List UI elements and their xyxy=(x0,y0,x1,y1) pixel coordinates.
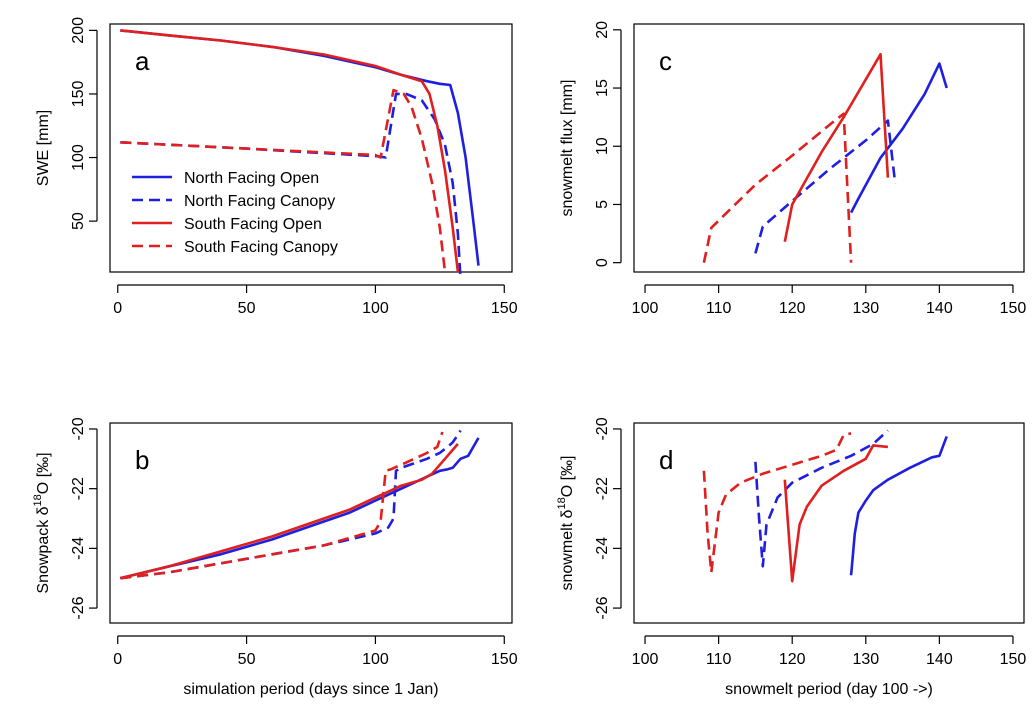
series-line-north-facing-canopy xyxy=(754,119,897,254)
x-tick-label: 150 xyxy=(1000,651,1027,668)
plot-frame xyxy=(633,422,1025,624)
x-tick-label: 100 xyxy=(362,300,389,317)
x-tick-label: 50 xyxy=(238,300,256,317)
legend: North Facing Open North Facing Canopy Sout… xyxy=(132,170,338,256)
series-line-south-facing-canopy xyxy=(702,112,853,263)
x-tick-label: 150 xyxy=(491,300,518,317)
x-tick-label: 100 xyxy=(632,300,659,317)
y-axis-title: Snowpack δ18O [‰] xyxy=(32,452,52,593)
y-axis-title: snowmelt δ18O [‰] xyxy=(556,456,576,591)
x-tick-label: 100 xyxy=(632,651,659,668)
series-line-south-facing-open xyxy=(119,443,459,580)
plot-frame xyxy=(633,23,1025,273)
x-tick-label: 150 xyxy=(491,651,518,668)
x-tick-label: 0 xyxy=(113,651,122,668)
x-axis-title: simulation period (days since 1 Jan) xyxy=(183,681,438,698)
y-tick-label: 20 xyxy=(594,21,611,39)
y-tick-label: -22 xyxy=(594,477,611,500)
y-tick-label: 15 xyxy=(594,79,611,97)
plot-frame xyxy=(109,23,513,273)
y-tick-label: -24 xyxy=(70,537,87,560)
x-tick-label: 150 xyxy=(1000,300,1027,317)
panel-a: 0 50 100 150 50 100 150 200 SWE [mm] a North Facin… xyxy=(35,17,518,317)
x-tick-label: 130 xyxy=(852,300,879,317)
y-tick-label: 10 xyxy=(594,137,611,155)
x-tick-label: 120 xyxy=(779,300,806,317)
x-tick-label: 140 xyxy=(926,651,953,668)
series-line-north-facing-canopy xyxy=(120,92,462,279)
series-line-north-facing-open xyxy=(849,62,948,214)
y-tick-label: -22 xyxy=(70,477,87,500)
panel-letter: b xyxy=(135,445,149,475)
series-line-north-facing-open xyxy=(849,435,948,576)
panel-letter: c xyxy=(659,46,672,76)
x-tick-label: 100 xyxy=(362,651,389,668)
y-axis-title: SWE [mm] xyxy=(35,110,52,186)
y-tick-label: -20 xyxy=(594,417,611,440)
legend-label: South Facing Canopy xyxy=(184,239,338,256)
series-line-north-facing-canopy xyxy=(120,429,462,580)
y-tick-label: 200 xyxy=(70,17,87,44)
y-tick-label: 50 xyxy=(70,212,87,230)
y-axis-title: snowmelt flux [mm] xyxy=(559,80,576,217)
series-line-south-facing-canopy xyxy=(120,88,447,273)
x-axis-title: snowmelt period (day 100 ->) xyxy=(725,681,933,698)
legend-label: South Facing Open xyxy=(184,216,322,233)
x-tick-label: 0 xyxy=(113,300,122,317)
y-tick-label: 150 xyxy=(70,81,87,108)
x-tick-label: 110 xyxy=(706,300,732,317)
y-tick-label: -26 xyxy=(594,596,611,619)
series-line-south-facing-canopy xyxy=(702,432,852,574)
y-tick-label: -24 xyxy=(594,537,611,560)
y-tick-label: 100 xyxy=(70,144,87,171)
x-tick-label: 120 xyxy=(779,651,806,668)
series-line-south-facing-open xyxy=(783,444,889,583)
series-line-south-facing-canopy xyxy=(120,431,444,580)
x-tick-label: 110 xyxy=(706,651,732,668)
legend-label: North Facing Open xyxy=(184,170,319,187)
panel-c: 100 110 120 130 140 150 0 5 10 15 20 snowmelt flux … xyxy=(559,21,1026,317)
y-tick-label: 5 xyxy=(594,200,611,209)
panel-letter: a xyxy=(135,46,150,76)
y-tick-label: -26 xyxy=(70,596,87,619)
legend-label: North Facing Canopy xyxy=(184,193,335,210)
y-tick-label: -20 xyxy=(70,417,87,440)
series-line-south-facing-open xyxy=(783,52,890,242)
x-tick-label: 50 xyxy=(238,651,256,668)
panel-d: 100 110 120 130 140 150 -26 -24 -22 -20 snowmelt δ… xyxy=(556,417,1026,698)
panel-letter: d xyxy=(659,445,673,475)
y-tick-label: 0 xyxy=(594,258,611,267)
series-line-north-facing-canopy xyxy=(754,429,889,568)
x-tick-label: 130 xyxy=(852,651,879,668)
panel-b: 0 50 100 150 -26 -24 -22 -20 Snowpack δ18O [‰] si… xyxy=(32,417,518,698)
x-tick-label: 140 xyxy=(926,300,953,317)
plot-frame xyxy=(109,422,513,624)
series-line-south-facing-open xyxy=(120,29,460,273)
